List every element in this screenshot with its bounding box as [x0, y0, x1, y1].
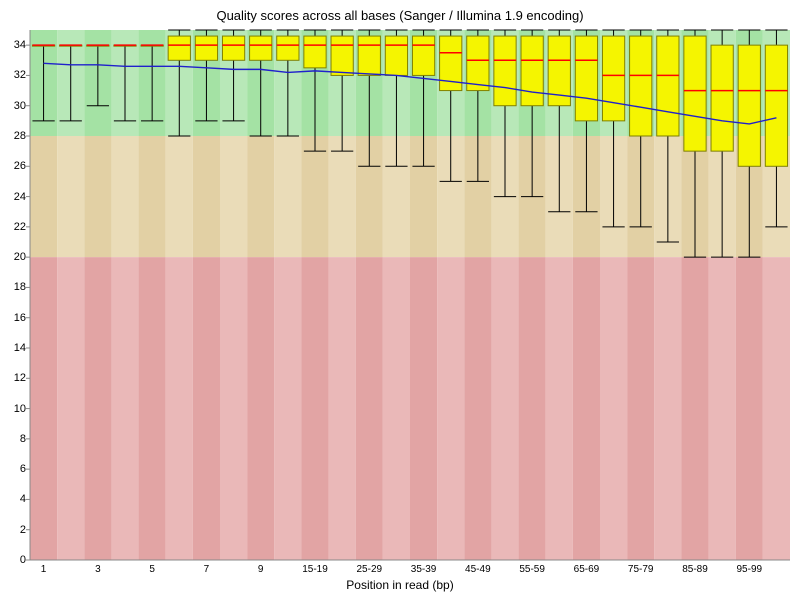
quality-zone-stripe [220, 257, 247, 560]
y-tick-label: 2 [20, 524, 26, 536]
y-tick-label: 4 [20, 493, 26, 505]
quality-zone-stripe [84, 257, 111, 560]
quality-zone-stripe [166, 136, 193, 257]
quality-zone-stripe [600, 257, 627, 560]
x-tick-label: 65-69 [574, 564, 600, 575]
box [195, 36, 217, 60]
box [738, 45, 760, 166]
quality-zone-stripe [247, 136, 274, 257]
quality-boxplot-chart: Quality scores across all bases (Sanger … [0, 0, 800, 600]
quality-zone-stripe [301, 136, 328, 257]
y-tick-label: 12 [14, 372, 26, 384]
quality-zone-stripe [274, 136, 301, 257]
y-tick-label: 28 [14, 130, 26, 142]
box [711, 45, 733, 151]
quality-zone-stripe [627, 257, 654, 560]
x-tick-label: 35-39 [411, 564, 437, 575]
quality-zone-stripe [111, 257, 138, 560]
y-tick-label: 22 [14, 221, 26, 233]
quality-zone-stripe [84, 136, 111, 257]
quality-zone-stripe [654, 257, 681, 560]
x-tick-label: 1 [41, 564, 47, 575]
quality-zone-stripe [519, 257, 546, 560]
box [630, 36, 652, 136]
y-tick-label: 24 [14, 191, 26, 203]
y-tick-label: 30 [14, 100, 26, 112]
x-tick-label: 3 [95, 564, 101, 575]
quality-zone-stripe [383, 257, 410, 560]
quality-zone-stripe [139, 136, 166, 257]
x-tick-label: 55-59 [519, 564, 545, 575]
x-tick-label: 75-79 [628, 564, 654, 575]
box [412, 36, 434, 75]
box [521, 36, 543, 106]
box [467, 36, 489, 91]
x-tick-label: 15-19 [302, 564, 328, 575]
quality-zone-stripe [301, 257, 328, 560]
box [602, 36, 624, 121]
box [358, 36, 380, 75]
quality-zone-stripe [573, 257, 600, 560]
quality-zone-stripe [681, 257, 708, 560]
quality-zone-stripe [437, 257, 464, 560]
y-tick-label: 10 [14, 403, 26, 415]
box [494, 36, 516, 106]
box [684, 36, 706, 151]
quality-zone-stripe [709, 257, 736, 560]
quality-zone-stripe [464, 257, 491, 560]
quality-zone-stripe [193, 257, 220, 560]
quality-zone-stripe [111, 136, 138, 257]
y-tick-label: 8 [20, 433, 26, 445]
x-tick-label: 25-29 [356, 564, 382, 575]
x-tick-label: 9 [258, 564, 264, 575]
y-tick-label: 26 [14, 160, 26, 172]
quality-zone-stripe [736, 257, 763, 560]
y-tick-label: 6 [20, 463, 26, 475]
x-tick-label: 85-89 [682, 564, 708, 575]
quality-zone-stripe [139, 257, 166, 560]
quality-zone-stripe [329, 136, 356, 257]
box [765, 45, 787, 166]
quality-zone-stripe [410, 257, 437, 560]
quality-zone-stripe [356, 257, 383, 560]
quality-zone-stripe [193, 136, 220, 257]
box [331, 36, 353, 75]
y-tick-label: 14 [14, 342, 26, 354]
x-tick-label: 7 [204, 564, 210, 575]
quality-zone-stripe [491, 257, 518, 560]
y-tick-label: 20 [14, 251, 26, 263]
box [304, 36, 326, 68]
box [250, 36, 272, 60]
quality-zone-stripe [247, 257, 274, 560]
box [657, 36, 679, 136]
y-tick-label: 34 [14, 39, 26, 51]
quality-zone-stripe [57, 136, 84, 257]
box [277, 36, 299, 60]
quality-zone-stripe [30, 257, 57, 560]
quality-zone-stripe [57, 257, 84, 560]
quality-zone-stripe [166, 257, 193, 560]
quality-zone-stripe [30, 136, 57, 257]
y-tick-label: 16 [14, 312, 26, 324]
quality-zone-stripe [763, 257, 790, 560]
x-tick-label: 45-49 [465, 564, 491, 575]
y-tick-label: 0 [20, 554, 26, 566]
chart-svg [0, 0, 800, 600]
x-tick-label: 5 [149, 564, 155, 575]
quality-zone-stripe [274, 257, 301, 560]
y-tick-label: 18 [14, 281, 26, 293]
box [168, 36, 190, 60]
y-tick-label: 32 [14, 69, 26, 81]
x-tick-label: 95-99 [736, 564, 762, 575]
box [385, 36, 407, 75]
quality-zone-stripe [546, 257, 573, 560]
quality-zone-stripe [329, 257, 356, 560]
quality-zone-stripe [220, 136, 247, 257]
box [575, 36, 597, 121]
box [222, 36, 244, 60]
